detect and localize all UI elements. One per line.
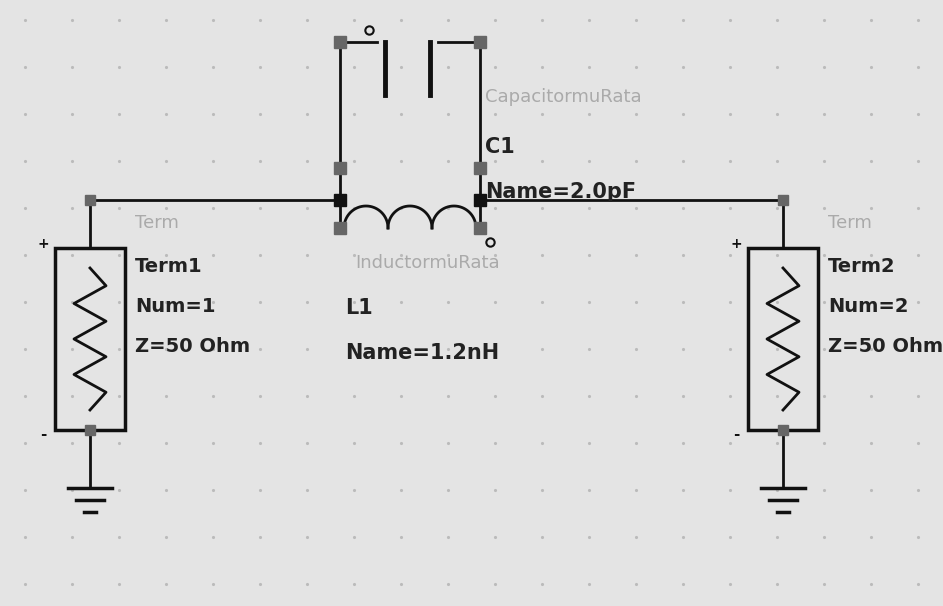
Text: Z=50 Ohm: Z=50 Ohm	[828, 336, 943, 356]
Text: Z=50 Ohm: Z=50 Ohm	[135, 336, 250, 356]
Text: +: +	[37, 237, 49, 251]
Text: Num=1: Num=1	[135, 296, 216, 316]
Text: +: +	[730, 237, 742, 251]
Text: Name=1.2nH: Name=1.2nH	[345, 343, 499, 363]
Text: Name=2.0pF: Name=2.0pF	[485, 182, 637, 202]
Bar	[55, 248, 125, 430]
Text: Term: Term	[135, 214, 179, 232]
Text: -: -	[40, 427, 46, 442]
Text: -: -	[733, 427, 739, 442]
Text: C1: C1	[485, 137, 515, 157]
Text: L1: L1	[345, 298, 372, 318]
Text: Term2: Term2	[828, 256, 896, 276]
Text: Term1: Term1	[135, 256, 203, 276]
Text: InductormuRata: InductormuRata	[355, 254, 500, 272]
Text: Num=2: Num=2	[828, 296, 908, 316]
Bar	[748, 248, 818, 430]
Text: CapacitormuRata: CapacitormuRata	[485, 88, 641, 106]
Text: Term: Term	[828, 214, 872, 232]
